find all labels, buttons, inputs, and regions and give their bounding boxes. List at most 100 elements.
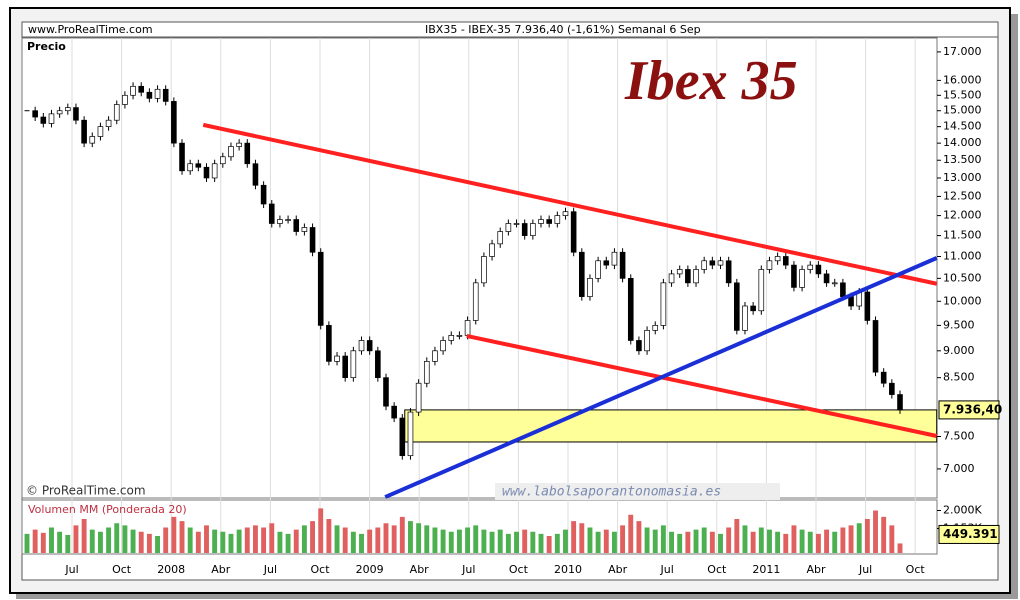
volume-bar (342, 527, 348, 553)
candle (350, 350, 357, 379)
candle (807, 264, 814, 270)
volume-bar (726, 527, 732, 553)
volume-bar (171, 516, 177, 553)
candle (73, 107, 79, 121)
candle (521, 223, 528, 236)
volume-bar (897, 543, 903, 553)
volume-bar (73, 525, 79, 553)
volume-bar (408, 521, 413, 553)
volume-bar (514, 531, 519, 553)
volume-bar (783, 533, 789, 553)
volume-bar (530, 531, 536, 553)
candle (56, 110, 63, 115)
candle (742, 305, 748, 331)
candle (472, 282, 479, 321)
candle (701, 260, 707, 270)
y-tick-label: 17.000 (943, 45, 982, 58)
volume-bar (701, 527, 707, 553)
candle (48, 113, 55, 124)
volume-bar (522, 529, 528, 553)
volume-bar (65, 534, 71, 553)
volume-bar (595, 531, 601, 553)
volume-bar (301, 525, 307, 553)
candle (244, 142, 251, 165)
candle (562, 211, 569, 216)
volume-bar (571, 521, 577, 553)
candle (260, 184, 267, 205)
y-tick-label: 9.500 (943, 318, 975, 331)
x-tick-label: Jul (461, 563, 475, 576)
volume-bar (864, 519, 870, 553)
volume-bar (889, 525, 895, 553)
last-price-label: 7.936,40 (943, 402, 1002, 416)
candle (456, 335, 463, 337)
volume-bar (693, 529, 699, 553)
volume-bar (81, 519, 87, 553)
last-price-box (938, 400, 1000, 420)
candle (750, 305, 756, 312)
volume-bar (611, 531, 617, 553)
candle (423, 361, 430, 384)
volume-bar (383, 523, 389, 553)
volume-bar (359, 533, 364, 553)
candle (889, 382, 895, 395)
volume-bar (587, 527, 593, 553)
candle (122, 94, 128, 105)
candle (342, 355, 348, 379)
candle (268, 203, 275, 224)
copyright: © ProRealTime.com (26, 484, 146, 498)
candle (277, 219, 283, 224)
volume-bar (677, 533, 683, 553)
x-tick-label: Oct (707, 563, 727, 576)
trendline (466, 333, 938, 438)
volume-bar (848, 525, 854, 553)
y-tick-label: 11.500 (943, 229, 982, 242)
volume-bar (89, 529, 95, 553)
candle (285, 219, 291, 221)
volume-bar (497, 529, 503, 553)
volume-bar (505, 533, 511, 553)
volume-bar (236, 529, 242, 553)
candle (530, 223, 536, 236)
volume-bar (244, 527, 250, 553)
volume-bar (106, 527, 112, 553)
volume-bar (195, 531, 201, 553)
y-tick-label: 12.000 (943, 209, 982, 222)
volume-bar (554, 533, 560, 553)
candle (872, 320, 879, 373)
volume-bar (375, 527, 381, 553)
volume-bar (261, 527, 267, 553)
volume-bar (318, 508, 324, 553)
x-tick-label: 2011 (752, 563, 780, 576)
candle (897, 394, 903, 411)
candle (570, 211, 577, 253)
volume-bar (179, 521, 185, 553)
volume-bar (114, 523, 120, 553)
candle (154, 88, 161, 99)
chart-title: Ibex 35 (624, 50, 798, 112)
candle (554, 215, 561, 224)
candle (636, 340, 642, 352)
volume-bar (767, 529, 772, 553)
volume-bar (620, 525, 626, 553)
volume-bar (130, 529, 136, 553)
x-tick-label: Abr (211, 563, 231, 576)
y-tick-label: 14.500 (943, 120, 982, 133)
volume-bar (146, 533, 152, 553)
x-tick-label: Jul (64, 563, 78, 576)
y-tick-label: 8.500 (943, 371, 975, 384)
x-tick-label: 2009 (356, 563, 384, 576)
y-tick-label: 7.500 (943, 429, 975, 442)
candle (105, 119, 112, 128)
volume-last-label: 449.391 (943, 527, 998, 541)
candle (113, 104, 120, 121)
volume-bar (718, 533, 723, 553)
candle (791, 264, 797, 288)
candle (138, 85, 145, 93)
volume-bar (57, 531, 63, 553)
volume-bar (456, 529, 462, 553)
candle (130, 85, 136, 96)
volume-bar (465, 527, 471, 553)
candle (611, 251, 618, 266)
candle (725, 260, 732, 284)
